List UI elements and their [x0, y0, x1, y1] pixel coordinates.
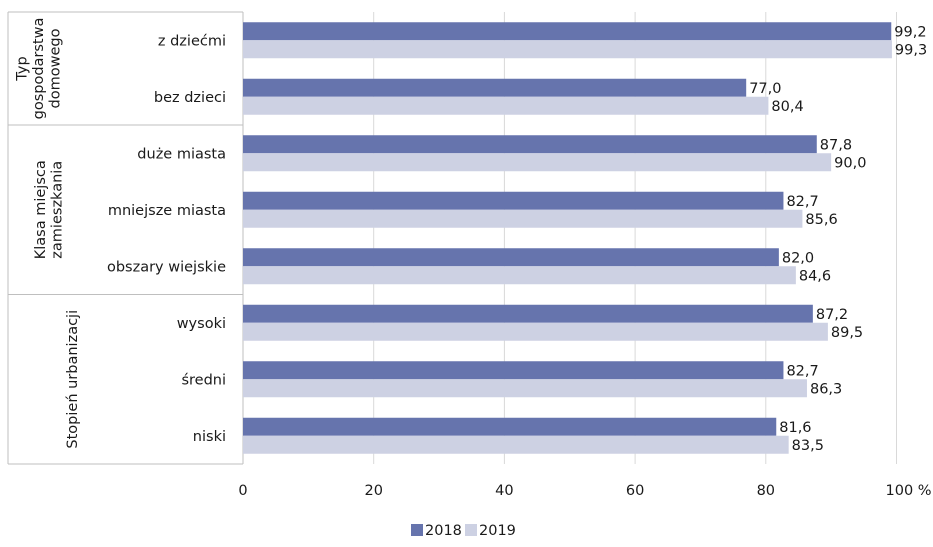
- x-tick-label-0: 0: [238, 483, 247, 499]
- category-label-sredni: średni: [181, 372, 226, 388]
- data-label-2018-sredni: 82,7: [786, 363, 818, 379]
- data-label-2019-mniejsze-miasta: 85,6: [805, 212, 837, 228]
- bar-2018-z-dziecmi[interactable]: [243, 22, 892, 41]
- bar-2019-bez-dzieci[interactable]: [243, 96, 769, 115]
- x-tick-label-100: 100 %: [886, 483, 932, 499]
- bar-2018-niski[interactable]: [243, 417, 777, 436]
- legend-label-2018: 2018: [425, 523, 462, 539]
- category-label-z-dziecmi: z dziećmi: [158, 33, 226, 49]
- x-tick-label-20: 20: [364, 483, 382, 499]
- data-label-2018-mniejsze-miasta: 82,7: [786, 194, 818, 210]
- data-label-2018-niski: 81,6: [779, 420, 811, 436]
- data-label-2019-z-dziecmi: 99,3: [895, 42, 927, 58]
- data-label-2019-obszary-wiejskie: 84,6: [799, 268, 831, 284]
- legend-swatch-2019: [465, 524, 477, 536]
- bar-2019-obszary-wiejskie[interactable]: [243, 266, 796, 285]
- bar-2019-niski[interactable]: [243, 435, 789, 454]
- category-label-bez-dzieci: bez dzieci: [154, 90, 226, 106]
- x-tick-label-60: 60: [626, 483, 644, 499]
- data-label-2018-z-dziecmi: 99,2: [894, 24, 926, 40]
- data-label-2019-duze-miasta: 90,0: [834, 155, 866, 171]
- data-label-2019-sredni: 86,3: [810, 381, 842, 397]
- data-label-2018-bez-dzieci: 77,0: [749, 81, 781, 97]
- legend-swatch-2018: [411, 524, 423, 536]
- group-label-typ-gospodarstwa-domowego: Typgospodarstwadomowego: [15, 18, 64, 120]
- data-label-2019-wysoki: 89,5: [831, 325, 863, 341]
- data-label-2019-bez-dzieci: 80,4: [771, 99, 803, 115]
- bar-2019-z-dziecmi[interactable]: [243, 40, 892, 59]
- bar-2019-mniejsze-miasta[interactable]: [243, 209, 803, 228]
- bar-2018-obszary-wiejskie[interactable]: [243, 248, 779, 267]
- bar-2018-sredni[interactable]: [243, 361, 784, 380]
- x-tick-label-40: 40: [495, 483, 513, 499]
- bar-2018-mniejsze-miasta[interactable]: [243, 191, 784, 210]
- data-label-2018-wysoki: 87,2: [816, 307, 848, 323]
- bar-2018-wysoki[interactable]: [243, 304, 813, 323]
- bar-2019-duze-miasta[interactable]: [243, 153, 832, 172]
- group-label-stopien-urbanizacji: Stopień urbanizacji: [65, 310, 81, 449]
- group-label-klasa-miejsca-zamieszkania: Klasa miejscazamieszkania: [33, 160, 66, 259]
- category-label-mniejsze-miasta: mniejsze miasta: [108, 203, 226, 219]
- bar-2018-duze-miasta[interactable]: [243, 135, 817, 154]
- x-tick-label-80: 80: [757, 483, 775, 499]
- legend-label-2019: 2019: [479, 523, 516, 539]
- data-label-2018-duze-miasta: 87,8: [820, 137, 852, 153]
- category-label-wysoki: wysoki: [177, 316, 226, 332]
- data-label-2019-niski: 83,5: [792, 438, 824, 454]
- bar-2018-bez-dzieci[interactable]: [243, 78, 747, 97]
- bar-2019-wysoki[interactable]: [243, 322, 828, 341]
- bar-2019-sredni[interactable]: [243, 379, 807, 398]
- category-label-niski: niski: [193, 429, 226, 445]
- category-label-obszary-wiejskie: obszary wiejskie: [107, 259, 226, 275]
- category-label-duze-miasta: duże miasta: [137, 146, 226, 162]
- data-label-2018-obszary-wiejskie: 82,0: [782, 250, 814, 266]
